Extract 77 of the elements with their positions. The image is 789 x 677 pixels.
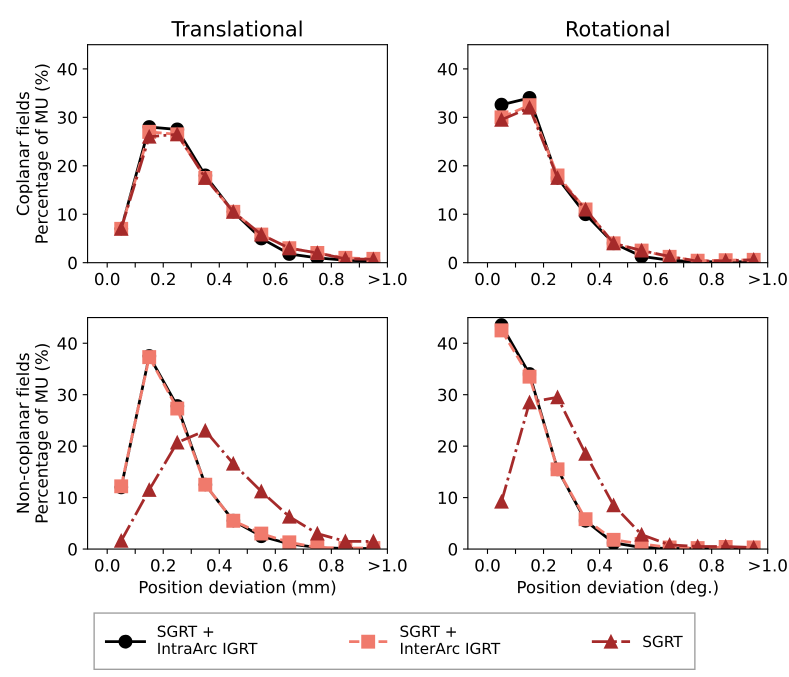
x-tick-label: 0.4 (587, 559, 612, 572)
y-tick-label: 40 (57, 62, 77, 76)
x-tick-label: 0.6 (263, 272, 288, 286)
point (114, 534, 128, 548)
legend-label: SGRT (643, 636, 683, 648)
point (494, 494, 508, 509)
point (606, 532, 621, 547)
x-axis-title: Position deviation (deg.) (518, 580, 718, 597)
y-tick-label: 20 (58, 440, 77, 453)
point (310, 526, 324, 541)
y-axis-title: Non-coplanar fields Percentage of MU (%) (16, 344, 52, 522)
x-axis-title: Position deviation (mm) (140, 580, 336, 596)
x-tick-label: 0.0 (475, 559, 500, 572)
point (170, 402, 184, 416)
y-tick-label: 30 (438, 111, 458, 124)
x-tick-label: 0.6 (643, 272, 668, 286)
y-tick-label: 40 (438, 62, 458, 76)
y-tick-label: 30 (58, 111, 77, 124)
chart-title: Rotational (566, 20, 669, 37)
legend-label: SGRT + IntraArc IGRT (158, 626, 258, 654)
x-tick-label: 0.6 (263, 559, 288, 572)
point (494, 323, 508, 338)
point (522, 395, 536, 410)
point (578, 446, 593, 461)
x-tick-label: 0.8 (700, 559, 724, 572)
y-tick-label: 40 (438, 337, 458, 350)
x-tick-label: 0.2 (531, 272, 556, 286)
y-tick-label: 10 (438, 492, 458, 504)
point (550, 390, 564, 404)
x-tick-label: 0.2 (531, 559, 556, 572)
point (494, 112, 508, 127)
y-tick-label: 30 (438, 388, 458, 402)
point (254, 484, 268, 498)
x-tick-label: 0.0 (95, 559, 120, 572)
y-tick-label: 10 (58, 492, 77, 504)
x-tick-label: 0.0 (95, 272, 120, 286)
x-tick-label: 0.4 (587, 272, 612, 286)
point (522, 370, 536, 384)
x-tick-label: >1.0 (749, 559, 787, 572)
x-tick-label: 0.8 (319, 272, 344, 286)
legend-label: SGRT + InterArc IGRT (400, 626, 500, 654)
point (198, 424, 212, 438)
point (282, 510, 296, 524)
x-tick-label: 0.8 (700, 272, 724, 286)
y-tick-label: 0 (448, 256, 458, 270)
point (226, 456, 240, 471)
y-tick-label: 20 (438, 440, 458, 453)
point (494, 98, 508, 112)
x-tick-label: 0.2 (151, 272, 175, 286)
point (522, 100, 536, 115)
x-tick-label: 0.4 (207, 272, 232, 286)
point (606, 498, 621, 512)
y-tick-label: 0 (68, 256, 77, 270)
x-tick-label: 0.8 (319, 559, 344, 572)
x-tick-label: >1.0 (749, 272, 787, 286)
x-tick-label: >1.0 (368, 272, 407, 286)
y-tick-label: 10 (438, 208, 458, 221)
x-tick-label: 0.2 (151, 559, 175, 572)
point (170, 436, 184, 450)
x-tick-label: 0.6 (643, 559, 668, 572)
point (634, 528, 649, 542)
y-tick-label: 0 (68, 543, 77, 556)
point (142, 130, 156, 144)
x-tick-label: >1.0 (368, 559, 407, 572)
y-tick-label: 30 (58, 388, 77, 402)
y-tick-label: 10 (58, 208, 77, 221)
point (662, 538, 677, 550)
x-tick-label: 0.4 (207, 559, 232, 572)
y-tick-label: 0 (448, 543, 458, 556)
y-tick-label: 20 (58, 160, 77, 172)
point (254, 526, 268, 541)
y-tick-label: 20 (438, 160, 458, 172)
y-tick-label: 40 (57, 337, 77, 350)
chart-title: Translational (171, 20, 302, 37)
y-axis-title: Coplanar fields Percentage of MU (%) (16, 64, 52, 243)
point (142, 482, 156, 497)
x-tick-label: 0.0 (475, 272, 500, 286)
